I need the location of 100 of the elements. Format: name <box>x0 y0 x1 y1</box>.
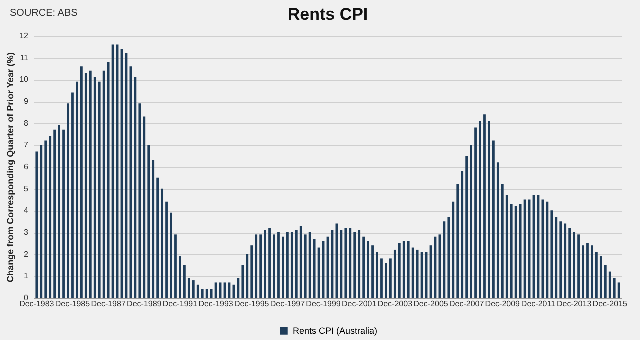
bar <box>134 77 137 298</box>
y-tick-label: 4 <box>24 206 30 216</box>
bar <box>210 289 213 298</box>
bar <box>49 136 52 298</box>
y-tick-label: 9 <box>24 97 30 106</box>
bar <box>192 280 195 298</box>
bar <box>286 232 289 298</box>
bar <box>608 272 612 298</box>
bar <box>290 232 294 298</box>
x-tick-label: Dec-2005 <box>414 300 449 308</box>
x-tick-label: Dec-1991 <box>162 300 198 308</box>
bar <box>295 230 298 298</box>
bar <box>591 246 594 298</box>
bar <box>443 222 446 298</box>
bar <box>84 73 88 298</box>
bar <box>416 250 419 298</box>
bar <box>385 263 388 298</box>
bar <box>578 234 580 298</box>
bar <box>206 289 208 298</box>
bar <box>282 236 284 298</box>
bar <box>582 246 584 298</box>
bar <box>179 256 182 298</box>
y-axis-title: Change from Corresponding Quarter of Prior Year (%) <box>6 52 16 282</box>
bar <box>72 92 74 298</box>
source-note: SOURCE: ABS <box>10 8 78 19</box>
x-tick-label: Dec-1983 <box>20 300 55 308</box>
bar <box>354 232 356 298</box>
bar <box>344 228 348 298</box>
bar <box>380 258 383 298</box>
y-tick-label: 6 <box>24 162 30 172</box>
chart-title: Rents CPI <box>288 5 368 24</box>
bar <box>461 171 464 298</box>
y-tick-label: 8 <box>24 118 30 128</box>
bar <box>596 252 598 298</box>
x-tick-label: Dec-2009 <box>485 300 521 308</box>
bar <box>67 104 70 298</box>
bar <box>496 162 500 298</box>
bar <box>367 241 370 298</box>
bar <box>174 234 177 298</box>
bar <box>94 77 96 298</box>
legend-label: Rents CPI (Australia) <box>293 326 378 336</box>
bar <box>501 184 504 298</box>
bar <box>260 234 262 298</box>
y-tick-label: 12 <box>20 32 30 40</box>
bar <box>304 234 307 298</box>
bar <box>586 243 589 298</box>
bar <box>148 145 150 298</box>
y-tick-label: 11 <box>20 53 30 62</box>
bar <box>358 230 361 298</box>
x-tick-label: Dec-1999 <box>306 300 342 308</box>
bar <box>488 121 490 298</box>
bar <box>456 184 460 298</box>
bar <box>102 70 106 298</box>
bar <box>568 228 572 298</box>
bar <box>44 140 48 298</box>
bar <box>479 121 482 298</box>
bar <box>452 202 455 298</box>
bar <box>349 228 352 298</box>
bar <box>278 232 280 298</box>
bar <box>564 224 567 298</box>
y-tick-label: 5 <box>24 184 30 194</box>
bar <box>474 128 477 298</box>
x-tick-label: Dec-2007 <box>449 300 485 308</box>
bar <box>470 145 473 298</box>
y-tick-label: 1 <box>24 272 30 281</box>
bar <box>143 116 146 298</box>
bar <box>255 234 258 298</box>
bar <box>246 254 249 298</box>
bar <box>242 265 244 298</box>
y-tick-label: 0 <box>24 294 30 302</box>
bar <box>166 202 168 298</box>
y-tick-label: 3 <box>24 228 30 237</box>
bar <box>36 152 38 298</box>
bar <box>519 204 522 298</box>
bar <box>273 234 276 298</box>
bar <box>40 145 43 298</box>
bar <box>394 250 396 298</box>
bar <box>313 239 316 298</box>
bar <box>555 217 558 298</box>
bar <box>398 243 401 298</box>
bar <box>613 278 616 298</box>
bar <box>600 256 602 298</box>
bar <box>54 130 56 298</box>
bar <box>362 236 366 298</box>
bar <box>550 210 554 298</box>
bar <box>510 204 513 298</box>
bar <box>89 70 92 298</box>
bar <box>300 226 302 298</box>
bar <box>560 222 562 298</box>
bar <box>340 230 343 298</box>
bar <box>492 140 495 298</box>
bar <box>98 82 101 298</box>
y-tick-label: 2 <box>24 250 30 259</box>
bar <box>58 126 60 298</box>
x-tick-label: Dec-1993 <box>198 300 234 308</box>
bar <box>138 104 142 298</box>
bar <box>573 232 576 298</box>
x-tick-label: Dec-2001 <box>342 300 378 308</box>
bar <box>188 278 190 298</box>
bar <box>407 241 410 298</box>
